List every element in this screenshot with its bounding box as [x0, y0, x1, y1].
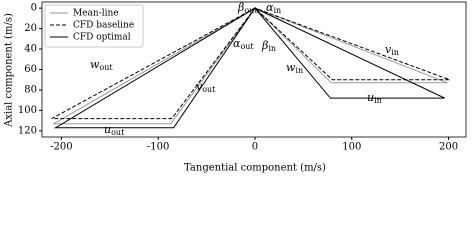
annotation-subscript: out — [111, 128, 125, 137]
y-tick-label: 40 — [24, 44, 37, 55]
annotation-subscript: in — [268, 44, 276, 53]
y-tick-label: 100 — [18, 105, 37, 116]
x-tick-label: 0 — [252, 142, 258, 153]
x-tick-label: -200 — [50, 142, 72, 153]
annotation-subscript: out — [244, 6, 258, 15]
annotation-subscript: in — [391, 48, 399, 57]
x-tick-label: 100 — [342, 142, 361, 153]
y-tick-label: 60 — [24, 64, 37, 75]
annotation-subscript: out — [240, 42, 254, 51]
legend-label: CFD baseline — [73, 21, 134, 31]
annotation-symbol: w — [90, 58, 100, 71]
y-tick-label: 80 — [24, 84, 37, 95]
annotation-subscript: in — [295, 66, 303, 75]
legend-box — [44, 4, 144, 48]
annotation: win — [286, 61, 303, 75]
legend-label: CFD optimal — [73, 33, 131, 43]
annotation-symbol: β — [237, 1, 244, 14]
y-tick-label: 120 — [18, 125, 37, 136]
annotation: αin — [266, 1, 281, 15]
annotation: αout — [233, 37, 254, 51]
annotation: βout — [237, 1, 258, 15]
x-tick-label: 200 — [439, 142, 458, 153]
annotation: wout — [90, 58, 113, 72]
y-tick-label: 0 — [31, 3, 37, 14]
y-tick-label: 20 — [24, 23, 37, 34]
legend-label: Mean-line — [73, 9, 119, 19]
annotation-symbol: u — [104, 123, 111, 136]
annotation-subscript: out — [202, 85, 216, 94]
annotation-symbol: α — [233, 37, 241, 50]
annotation-subscript: in — [273, 6, 281, 15]
annotation: uout — [104, 123, 125, 137]
annotation-subscript: out — [99, 63, 113, 72]
annotation-symbol: β — [261, 39, 268, 52]
annotation: vin — [385, 43, 399, 57]
annotation-symbol: v — [196, 80, 203, 93]
annotation-subscript: in — [374, 96, 382, 105]
legend: Mean-line CFD baseline CFD optimal — [44, 4, 144, 48]
annotation-symbol: u — [367, 91, 374, 104]
chart: Tangential component (m/s) Axial compone… — [4, 1, 467, 174]
series-line — [53, 7, 445, 129]
annotation: uin — [367, 91, 382, 105]
annotation-symbol: v — [385, 43, 392, 56]
annotation-symbol: α — [266, 1, 274, 14]
annotation: vout — [196, 80, 216, 94]
annotation: βin — [261, 39, 276, 53]
x-tick-label: -100 — [147, 142, 169, 153]
y-axis-label: Axial component (m/s) — [4, 13, 15, 128]
annotation-symbol: w — [286, 61, 296, 74]
x-axis-label: Tangential component (m/s) — [184, 163, 326, 174]
